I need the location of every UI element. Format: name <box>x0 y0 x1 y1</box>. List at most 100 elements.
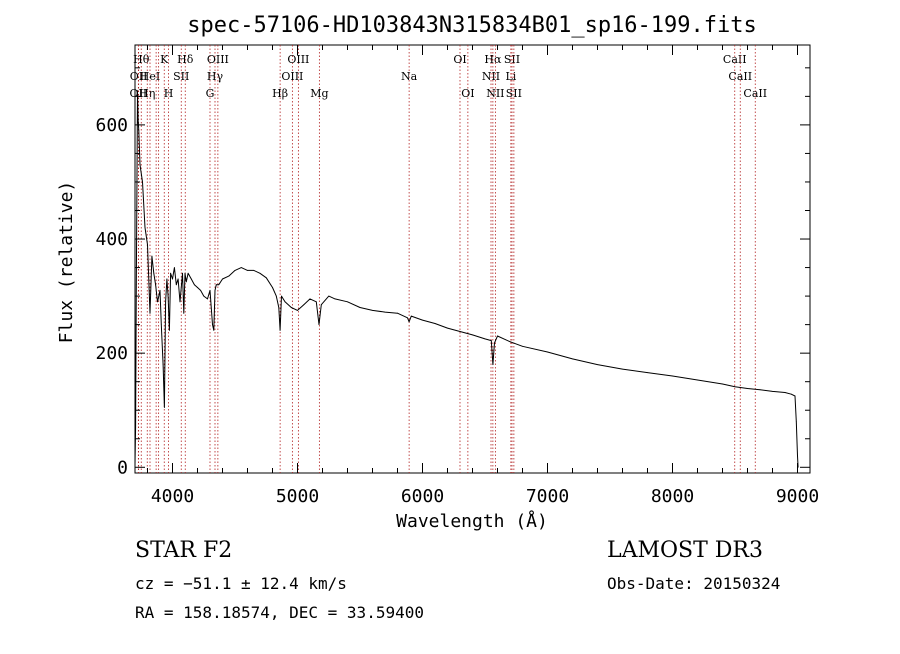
series-layer <box>134 90 799 468</box>
data-point-95 <box>647 372 648 373</box>
data-point-16 <box>158 295 160 297</box>
data-point-14 <box>155 284 157 286</box>
data-point-23 <box>167 295 169 297</box>
data-point-73 <box>372 310 373 311</box>
data-point-27 <box>174 267 175 268</box>
data-point-92 <box>572 358 573 360</box>
data-point-47 <box>218 284 220 286</box>
data-point-44 <box>213 329 215 331</box>
data-point-57 <box>275 295 277 297</box>
marker-label-15: OIII <box>281 70 303 83</box>
data-point-103 <box>784 392 786 393</box>
marker-label-8: H <box>164 87 174 100</box>
data-point-13 <box>153 272 155 274</box>
x-tick-label-1: 5000 <box>276 486 319 507</box>
y-tick-label-0: 0 <box>117 457 128 478</box>
data-point-17 <box>159 290 161 291</box>
data-point-24 <box>169 329 170 331</box>
data-point-74 <box>384 311 386 313</box>
data-point-4 <box>137 90 138 92</box>
data-point-11 <box>149 312 151 314</box>
marker-label-25: SII <box>504 53 520 66</box>
data-point-28 <box>175 284 177 286</box>
data-point-65 <box>309 298 311 300</box>
object-class: STAR F2 <box>135 538 233 563</box>
marker-label-10: Hδ <box>177 53 194 66</box>
data-point-70 <box>334 298 336 300</box>
data-point-40 <box>203 295 205 297</box>
data-point-29 <box>177 278 179 280</box>
marker-label-9: SII <box>173 70 189 83</box>
data-point-41 <box>207 298 208 300</box>
y-tick-label-3: 600 <box>95 115 128 136</box>
y-tick-label-2: 400 <box>95 229 128 250</box>
data-point-107 <box>797 455 798 457</box>
data-point-30 <box>179 301 181 303</box>
data-point-90 <box>522 345 523 347</box>
data-point-72 <box>359 307 361 308</box>
marker-label-3: Hη <box>139 87 155 100</box>
data-point-101 <box>759 389 761 391</box>
data-point-53 <box>253 270 255 271</box>
x-axis-label: Wavelength (Å) <box>396 510 548 532</box>
marker-label-23: NII <box>486 87 504 100</box>
data-point-20 <box>164 407 165 408</box>
data-point-81 <box>447 327 448 329</box>
marker-label-17: Mg <box>310 87 328 100</box>
data-point-87 <box>494 342 495 344</box>
data-point-76 <box>407 317 408 319</box>
marker-label-4: HeI <box>140 70 160 83</box>
series-line-spectrum <box>134 90 799 468</box>
data-point-84 <box>484 338 486 340</box>
marker-label-11: G <box>206 87 215 100</box>
data-point-61 <box>284 301 286 303</box>
data-point-102 <box>772 391 773 392</box>
marker-label-2: Hθ <box>133 53 150 66</box>
data-point-7 <box>139 164 141 166</box>
data-point-25 <box>170 272 172 274</box>
data-point-62 <box>290 307 292 308</box>
data-point-9 <box>144 227 146 229</box>
data-point-2 <box>135 284 137 286</box>
data-point-77 <box>408 321 410 323</box>
marker-label-13: OIII <box>207 53 229 66</box>
data-point-79 <box>422 319 423 321</box>
data-point-37 <box>194 284 195 286</box>
marker-label-14: Hβ <box>272 87 288 100</box>
data-point-55 <box>265 277 267 279</box>
plot-frame <box>134 44 811 474</box>
marker-label-20: OI <box>461 87 474 100</box>
data-point-12 <box>151 255 153 257</box>
data-point-94 <box>622 368 623 370</box>
marker-label-27: CaII <box>723 53 747 66</box>
x-tick-label-0: 4000 <box>151 486 194 507</box>
data-point-60 <box>281 295 282 297</box>
data-point-5 <box>137 118 139 120</box>
redshift-value: cz = −51.1 ± 12.4 km/s <box>135 574 347 593</box>
data-point-34 <box>185 281 187 283</box>
x-tick-label-3: 7000 <box>526 486 569 507</box>
marker-label-21: NII <box>482 70 500 83</box>
data-point-100 <box>747 388 748 389</box>
data-point-83 <box>472 334 473 336</box>
data-point-104 <box>790 393 792 395</box>
data-point-66 <box>315 301 317 303</box>
survey-name: LAMOST DR3 <box>607 538 763 563</box>
data-point-105 <box>794 395 796 397</box>
data-point-33 <box>184 272 186 274</box>
data-point-19 <box>162 364 164 365</box>
data-point-50 <box>234 270 236 271</box>
data-point-80 <box>434 323 436 324</box>
data-point-6 <box>138 130 140 132</box>
data-point-35 <box>187 272 189 274</box>
data-point-46 <box>215 284 217 286</box>
data-point-106 <box>795 421 797 422</box>
marker-label-28: CaII <box>728 70 752 83</box>
coordinates: RA = 158.18574, DEC = 33.59400 <box>135 603 424 622</box>
data-point-10 <box>147 244 148 246</box>
marker-label-26: SII <box>506 87 522 100</box>
data-point-69 <box>328 295 330 297</box>
data-point-58 <box>278 307 280 308</box>
